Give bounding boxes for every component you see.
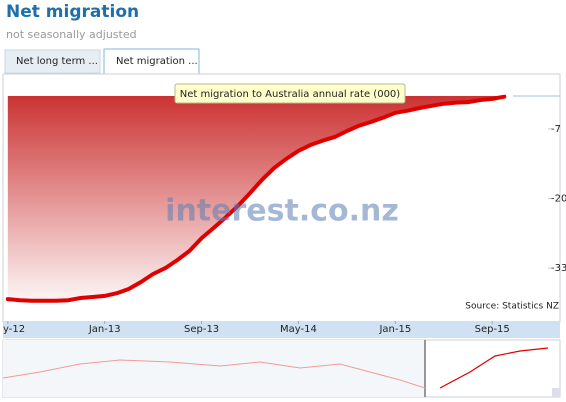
y-tick-label: -20 xyxy=(551,193,566,204)
navigator-mask xyxy=(3,340,425,397)
tab-label[interactable]: Net migration ... xyxy=(116,56,198,67)
navigator-line xyxy=(2,359,426,389)
area xyxy=(7,96,505,301)
x-tick-label: Sep-13 xyxy=(184,324,219,335)
tab-active[interactable] xyxy=(103,48,200,75)
tooltip: Net migration to Australia annual rate (… xyxy=(180,89,401,100)
watermark: interest.co.nz xyxy=(165,194,399,229)
scrollbar[interactable] xyxy=(552,388,560,397)
y-tick-label: -7 xyxy=(551,124,561,135)
y-tick-label: -33 xyxy=(551,263,566,274)
x-tick-label: Jan-13 xyxy=(88,324,121,335)
title: Net migration xyxy=(6,2,139,22)
tab-label[interactable]: Net long term ... xyxy=(16,56,98,67)
line xyxy=(5,94,507,303)
tab[interactable] xyxy=(4,49,101,74)
x-tick-label: y-12 xyxy=(3,324,25,335)
x-tick-label: Jan-15 xyxy=(378,324,411,335)
source: Source: Statistics NZ xyxy=(465,302,559,312)
tooltip-box xyxy=(174,83,406,104)
x-axis-band xyxy=(3,321,560,338)
subtitle: not seasonally adjusted xyxy=(6,28,137,41)
x-tick-label: Sep-15 xyxy=(475,324,510,335)
navigator-line xyxy=(439,347,549,389)
x-tick-label: May-14 xyxy=(280,324,317,335)
